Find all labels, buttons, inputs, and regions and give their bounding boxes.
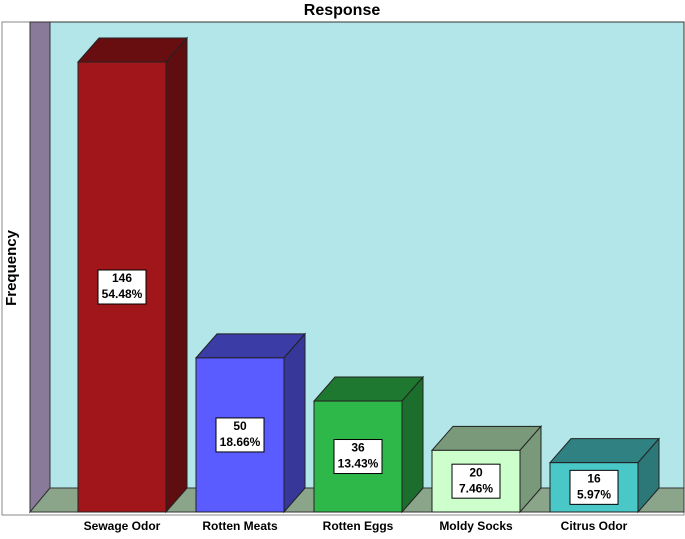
value-label: 146 <box>112 271 132 285</box>
value-label: 36 <box>351 441 365 455</box>
chart-title: Response <box>304 2 381 19</box>
bar-side <box>401 375 424 514</box>
value-label: 50 <box>233 419 247 433</box>
x-tick-label: Sewage Odor <box>84 519 161 533</box>
value-label-box <box>333 439 383 475</box>
value-label-box <box>451 463 501 499</box>
y-axis-label: Frequency <box>3 229 20 306</box>
x-tick-label: Moldy Socks <box>439 519 513 533</box>
percent-label: 5.97% <box>577 488 611 502</box>
left-wall <box>29 21 51 514</box>
percent-label: 18.66% <box>220 435 261 449</box>
value-label: 16 <box>587 472 601 486</box>
bar-side <box>283 332 306 514</box>
x-tick-label: Citrus Odor <box>561 519 628 533</box>
value-label-box <box>569 469 619 505</box>
x-tick-label: Rotten Eggs <box>323 519 394 533</box>
x-tick-label: Rotten Meats <box>202 519 278 533</box>
value-label: 20 <box>469 465 483 479</box>
bar-side <box>165 36 188 514</box>
value-label-box <box>215 417 265 453</box>
value-label-box <box>97 269 147 305</box>
percent-label: 13.43% <box>338 457 379 471</box>
percent-label: 54.48% <box>102 287 143 301</box>
percent-label: 7.46% <box>459 481 493 495</box>
